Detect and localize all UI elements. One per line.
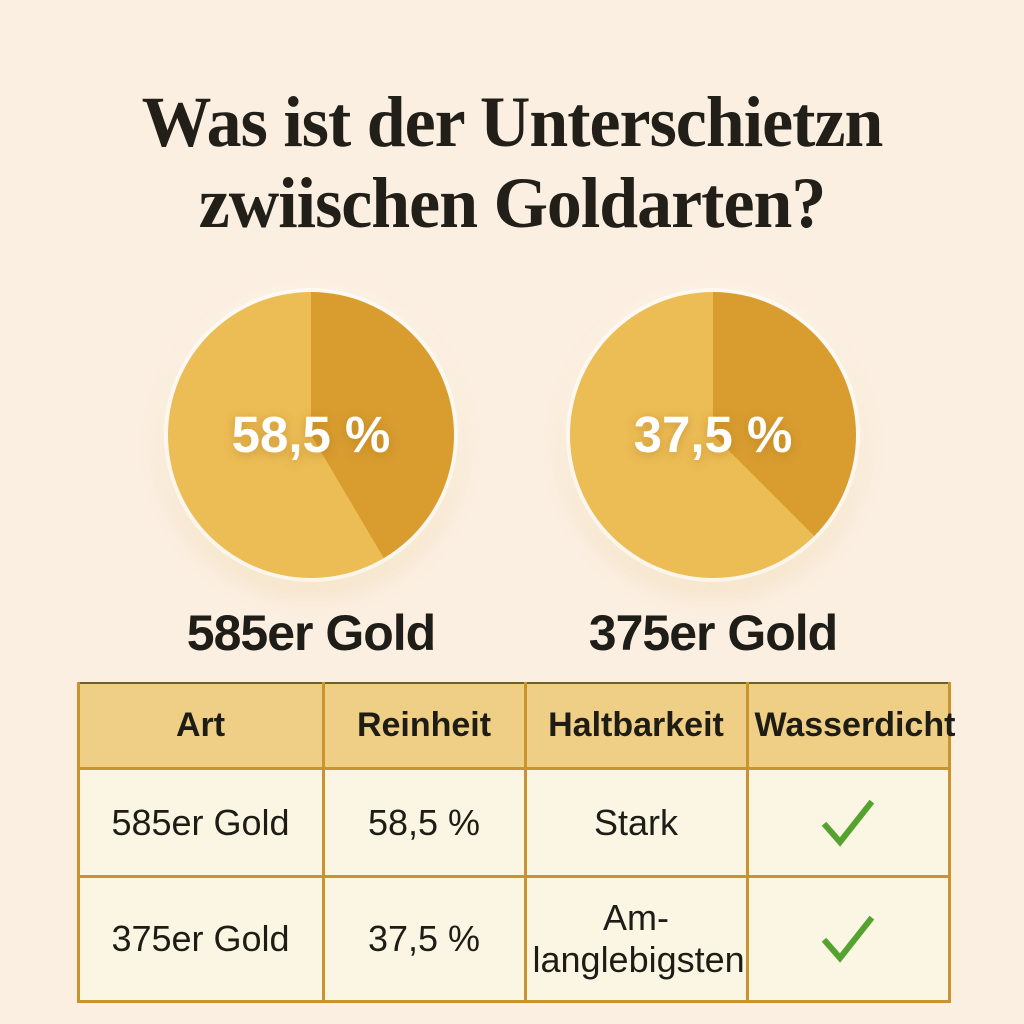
column-header-art: Art	[76, 681, 325, 771]
checkmark-icon	[821, 916, 875, 963]
pie-center-value-585: 58,5 %	[231, 406, 391, 464]
column-header-haltbarkeit: Haltbarkeit	[523, 681, 749, 771]
pie-chart-375er-gold: 37,5 %	[570, 291, 856, 578]
column-header-reinheit: Reinheit	[321, 681, 527, 771]
pie-caption-585: 585er Gold	[186, 604, 436, 661]
cell-haltbarkeit-585: Stark	[523, 767, 749, 879]
cell-reinheit-375: 37,5 %	[321, 875, 527, 1004]
pie-center-value-375: 37,5 %	[633, 406, 793, 464]
cell-wasserdicht-375	[745, 875, 951, 1004]
pie-chart-585er-gold: 58,5 %	[168, 291, 454, 578]
comparison-table-wrap: Art Reinheit Haltbarkeit Wasserdicht 585…	[76, 681, 955, 1004]
column-header-wasserdicht: Wasserdicht	[745, 681, 955, 771]
cell-wasserdicht-585	[745, 767, 951, 879]
page-title: Was ist der Unterschietzn zwiischen Gold…	[15, 48, 1008, 243]
page-title-line1: Was ist der Unterschietzn	[141, 82, 884, 163]
cell-art-585: 585er Gold	[76, 767, 325, 879]
pie-figure-375: 37,5 % 375er Gold	[570, 291, 856, 662]
pie-caption-375: 375er Gold	[588, 604, 838, 661]
page-title-line2: zwiischen Goldarten?	[198, 162, 827, 243]
comparison-table: Art Reinheit Haltbarkeit Wasserdicht 585…	[76, 681, 955, 1004]
table-row: 585er Gold 58,5 % Stark	[76, 767, 951, 879]
pie-figure-585: 58,5 % 585er Gold	[168, 291, 454, 662]
pie-charts-row: 58,5 % 585er Gold 37,5 % 375er Gold	[0, 291, 1024, 662]
table-header-row: Art Reinheit Haltbarkeit Wasserdicht	[76, 681, 955, 771]
checkmark-icon	[821, 799, 875, 847]
table-row: 375er Gold 37,5 % Am- langlebigsten	[76, 875, 951, 1004]
cell-haltbarkeit-375: Am- langlebigsten	[523, 875, 749, 1004]
cell-reinheit-585: 58,5 %	[321, 767, 527, 879]
cell-art-375: 375er Gold	[76, 875, 325, 1004]
